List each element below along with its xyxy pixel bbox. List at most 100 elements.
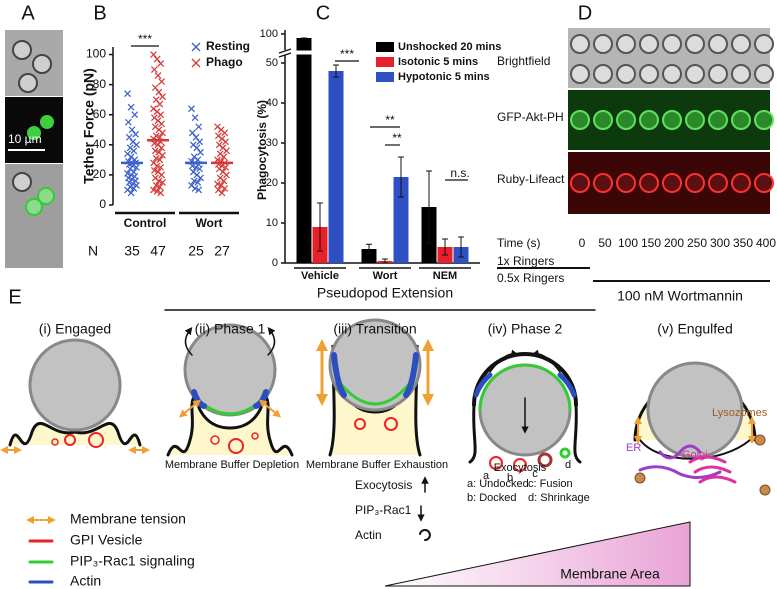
data-point (152, 182, 160, 189)
vesicle-state: b: Docked (467, 492, 517, 504)
time-value: 350 (733, 236, 753, 250)
cell (708, 64, 728, 84)
data-point (152, 154, 160, 162)
axis-break-marks (278, 48, 292, 58)
y-tick-label: 40 (266, 97, 278, 109)
organelle-label: Golgi (682, 449, 708, 461)
error-bar (398, 156, 404, 198)
legend-label: Membrane tension (70, 511, 186, 527)
bar (393, 177, 409, 263)
diagram-e (0, 309, 771, 587)
time-value: 50 (598, 236, 612, 250)
error-bar (426, 170, 432, 244)
bar (296, 38, 312, 263)
legend-label: Phago (206, 55, 243, 69)
data-point (131, 111, 139, 119)
cell (593, 173, 613, 193)
cell (593, 110, 613, 130)
cell (639, 34, 659, 54)
cell (731, 110, 751, 130)
cell (570, 173, 590, 193)
panel-d-cells (570, 34, 774, 193)
data-point (125, 133, 133, 141)
data-point (159, 93, 166, 101)
cell (685, 34, 705, 54)
data-point (188, 105, 195, 113)
change-label: Actin (355, 528, 382, 542)
data-point (124, 118, 132, 126)
area-label: Membrane Area (560, 566, 660, 582)
legend-label: Hypotonic 5 mins (398, 71, 490, 83)
x-tick-label: NEM (433, 270, 457, 282)
significance: *** (138, 32, 152, 46)
y-tick-label: 10 (266, 217, 278, 229)
cell (570, 34, 590, 54)
data-point (196, 165, 204, 173)
data-point (132, 130, 140, 138)
cell (708, 34, 728, 54)
cell (616, 64, 636, 84)
error-bar (382, 258, 388, 264)
condition-label: 0.5x Ringers (497, 271, 564, 285)
data-point (150, 186, 157, 194)
y-tick-label: 20 (93, 167, 107, 181)
data-point (158, 120, 166, 128)
cell (685, 64, 705, 84)
row-label: Ruby-Lifeact (497, 172, 565, 186)
data-point (218, 189, 226, 197)
x-tick-label: Vehicle (301, 270, 339, 282)
data-point (127, 189, 135, 197)
data-point (195, 186, 203, 194)
y-tick-label: 0 (272, 257, 278, 269)
data-point (196, 138, 204, 146)
error-bar (333, 64, 339, 78)
n-label: N (88, 243, 98, 259)
legend-marker (191, 58, 201, 68)
cell (731, 64, 751, 84)
y-tick-label: 20 (266, 177, 278, 189)
data-point (127, 103, 135, 111)
error-bar (366, 243, 372, 255)
cell (662, 64, 682, 84)
stage-label: (ii) Phase 1 (195, 321, 266, 337)
legend-label: Isotonic 5 mins (398, 56, 478, 68)
stage-label: (iv) Phase 2 (488, 321, 563, 337)
panel-label: A (21, 2, 35, 24)
legend-label: Resting (206, 39, 250, 53)
data-point (156, 183, 164, 191)
data-point (223, 147, 230, 155)
data-point (130, 147, 138, 155)
cell (662, 173, 682, 193)
data-point (192, 163, 200, 171)
time-value: 300 (710, 236, 730, 250)
error-bar (317, 202, 323, 252)
data-point (133, 141, 140, 149)
data-point (190, 177, 198, 185)
data-point (155, 88, 163, 96)
condition-label: 1x Ringers (497, 254, 554, 268)
error-bar (458, 236, 464, 258)
data-point (124, 90, 131, 98)
vesicle-state: a: Undocked (467, 478, 529, 490)
data-point (156, 100, 164, 108)
x-tick-label: Wort (195, 216, 222, 230)
cell (754, 173, 774, 193)
data-point (195, 123, 203, 131)
data-point (194, 179, 202, 186)
cell (639, 110, 659, 130)
cell (731, 34, 751, 54)
stage-label: (v) Engulfed (657, 321, 732, 337)
change-label: PIP₃-Rac1 (355, 503, 412, 517)
cell (708, 173, 728, 193)
drug-label: 100 nM Wortmannin (617, 288, 743, 304)
data-point (151, 147, 159, 155)
vesicle-letter: b (507, 472, 513, 484)
legend-label: GPI Vesicle (70, 532, 143, 548)
cell (639, 64, 659, 84)
error-bar (442, 238, 448, 256)
legend-label: Unshocked 20 mins (398, 41, 501, 53)
data-point (220, 177, 228, 185)
stage-label: (i) Engaged (39, 321, 111, 337)
organelle-label: Lysozomes (712, 407, 768, 419)
